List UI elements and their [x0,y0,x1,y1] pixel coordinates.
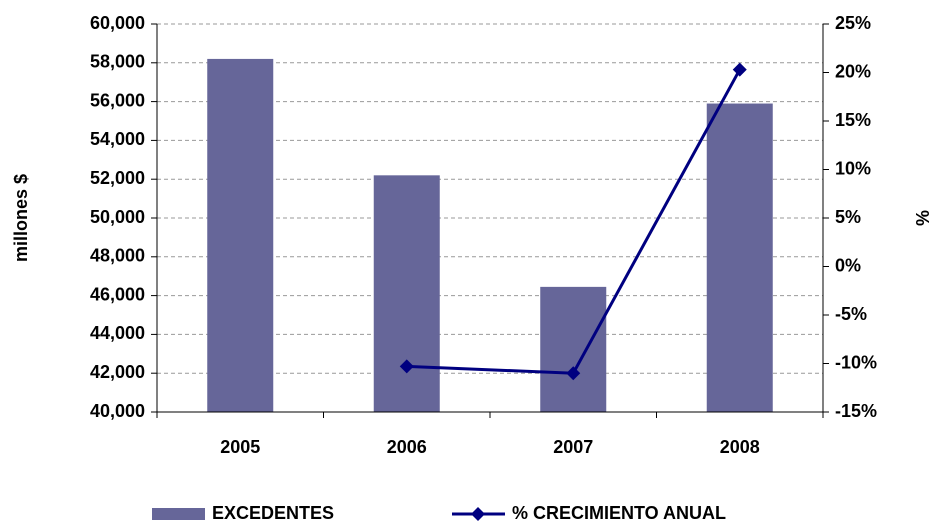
y2-tick-label: 25% [835,13,871,33]
y2-tick-label: -15% [835,401,877,421]
y2-tick-label: -5% [835,304,867,324]
bar [540,286,607,412]
x-tick-label: 2007 [553,437,593,457]
x-tick-label: 2006 [387,437,427,457]
line-marker [399,359,414,374]
bar [207,58,274,413]
y2-tick-label: -10% [835,352,877,372]
y2-axis-title: % [913,210,933,226]
y2-tick-label: 0% [835,255,861,275]
y-tick-label: 46,000 [90,284,145,304]
y-tick-label: 48,000 [90,246,145,266]
legend-swatch [471,507,485,521]
legend-swatch [152,508,205,520]
y-tick-label: 58,000 [90,52,145,72]
legend-label: EXCEDENTES [212,503,334,523]
y2-tick-label: 20% [835,61,871,81]
y-tick-label: 40,000 [90,401,145,421]
y2-tick-label: 15% [835,110,871,130]
y2-tick-label: 5% [835,207,861,227]
y-tick-label: 44,000 [90,323,145,343]
line-marker [566,366,581,381]
line-marker [732,62,747,77]
legend-label: % CRECIMIENTO ANUAL [512,503,726,523]
y-tick-label: 60,000 [90,13,145,33]
y2-tick-label: 10% [835,158,871,178]
bar [373,175,440,412]
y-tick-label: 50,000 [90,207,145,227]
y-axis-title: millones $ [11,174,31,262]
x-tick-label: 2008 [720,437,760,457]
y-tick-label: 42,000 [90,362,145,382]
y-tick-label: 56,000 [90,90,145,110]
y-tick-label: 54,000 [90,129,145,149]
x-tick-label: 2005 [220,437,260,457]
y-tick-label: 52,000 [90,168,145,188]
bar [706,103,773,412]
